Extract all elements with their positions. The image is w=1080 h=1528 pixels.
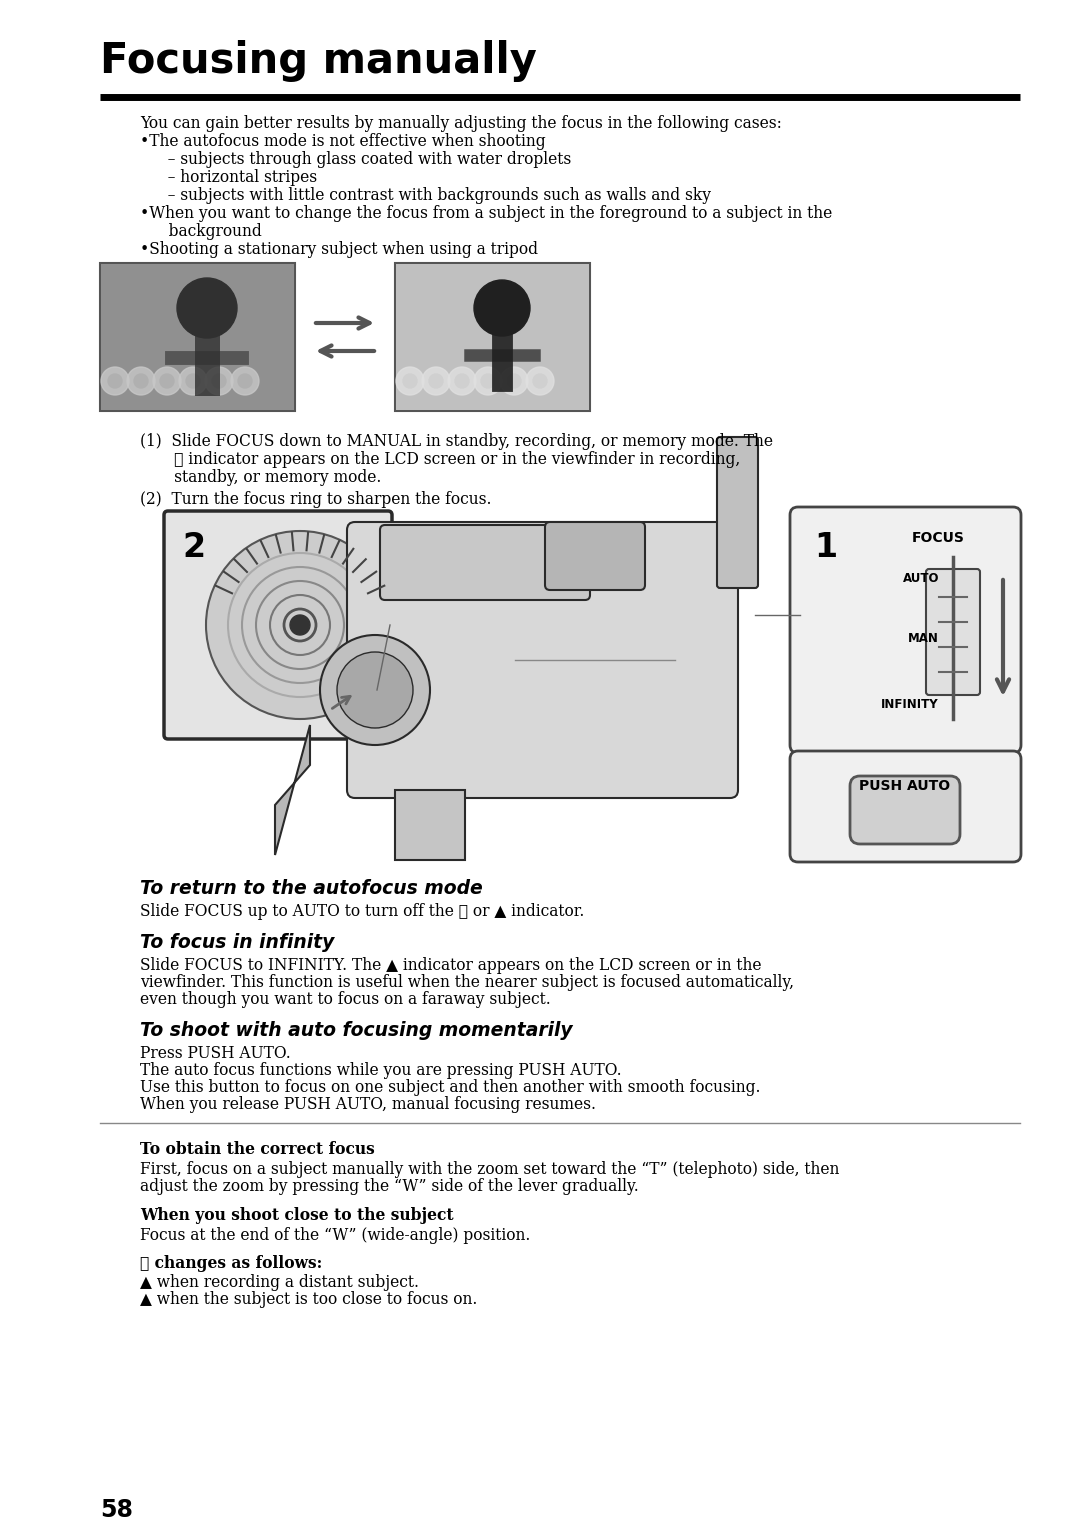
Text: – subjects with little contrast with backgrounds such as walls and sky: – subjects with little contrast with bac…: [158, 186, 711, 205]
Text: ⓕ indicator appears on the LCD screen or in the viewfinder in recording,: ⓕ indicator appears on the LCD screen or…: [140, 451, 740, 468]
Circle shape: [212, 374, 226, 388]
Circle shape: [134, 374, 148, 388]
Text: 58: 58: [100, 1497, 133, 1522]
Circle shape: [500, 367, 528, 396]
Text: background: background: [154, 223, 261, 240]
Text: – horizontal stripes: – horizontal stripes: [158, 170, 318, 186]
Circle shape: [337, 652, 413, 727]
Circle shape: [403, 374, 417, 388]
Circle shape: [238, 374, 252, 388]
FancyBboxPatch shape: [789, 750, 1021, 862]
Text: •The autofocus mode is not effective when shooting: •The autofocus mode is not effective whe…: [140, 133, 545, 150]
Circle shape: [422, 367, 450, 396]
Text: •When you want to change the focus from a subject in the foreground to a subject: •When you want to change the focus from …: [140, 205, 833, 222]
Text: Slide FOCUS to INFINITY. The ▲ indicator appears on the LCD screen or in the: Slide FOCUS to INFINITY. The ▲ indicator…: [140, 957, 761, 973]
Text: To shoot with auto focusing momentarily: To shoot with auto focusing momentarily: [140, 1021, 572, 1041]
Text: INFINITY: INFINITY: [881, 698, 939, 712]
Text: •Shooting a stationary subject when using a tripod: •Shooting a stationary subject when usin…: [140, 241, 538, 258]
Text: PUSH AUTO: PUSH AUTO: [860, 779, 950, 793]
Circle shape: [205, 367, 233, 396]
Circle shape: [396, 367, 424, 396]
Circle shape: [474, 280, 530, 336]
Text: standby, or memory mode.: standby, or memory mode.: [140, 469, 381, 486]
Text: 1: 1: [814, 532, 837, 564]
FancyBboxPatch shape: [545, 523, 645, 590]
FancyBboxPatch shape: [347, 523, 738, 798]
Text: The auto focus functions while you are pressing PUSH AUTO.: The auto focus functions while you are p…: [140, 1062, 622, 1079]
Text: To return to the autofocus mode: To return to the autofocus mode: [140, 879, 483, 898]
Text: ▲ when recording a distant subject.: ▲ when recording a distant subject.: [140, 1274, 419, 1291]
Text: Slide FOCUS up to AUTO to turn off the ⓕ or ▲ indicator.: Slide FOCUS up to AUTO to turn off the ⓕ…: [140, 903, 584, 920]
Circle shape: [448, 367, 476, 396]
Circle shape: [474, 367, 502, 396]
Text: 2: 2: [183, 532, 205, 564]
Bar: [396, 264, 589, 410]
FancyBboxPatch shape: [789, 507, 1021, 753]
Text: Press PUSH AUTO.: Press PUSH AUTO.: [140, 1045, 291, 1062]
Text: When you release PUSH AUTO, manual focusing resumes.: When you release PUSH AUTO, manual focus…: [140, 1096, 596, 1112]
Circle shape: [153, 367, 181, 396]
Circle shape: [526, 367, 554, 396]
FancyBboxPatch shape: [926, 568, 980, 695]
FancyBboxPatch shape: [164, 510, 392, 740]
Circle shape: [179, 367, 207, 396]
FancyBboxPatch shape: [850, 776, 960, 843]
Bar: [102, 264, 294, 410]
Circle shape: [127, 367, 156, 396]
Text: Use this button to focus on one subject and then another with smooth focusing.: Use this button to focus on one subject …: [140, 1079, 760, 1096]
Circle shape: [186, 374, 200, 388]
Text: When you shoot close to the subject: When you shoot close to the subject: [140, 1207, 454, 1224]
Text: To focus in infinity: To focus in infinity: [140, 934, 335, 952]
Circle shape: [177, 278, 237, 338]
Text: even though you want to focus on a faraway subject.: even though you want to focus on a faraw…: [140, 992, 551, 1008]
Circle shape: [231, 367, 259, 396]
Text: (1)  Slide FOCUS down to MANUAL in standby, recording, or memory mode. The: (1) Slide FOCUS down to MANUAL in standb…: [140, 432, 773, 451]
Circle shape: [102, 367, 129, 396]
Circle shape: [320, 636, 430, 746]
Text: You can gain better results by manually adjusting the focus in the following cas: You can gain better results by manually …: [140, 115, 782, 131]
Text: (2)  Turn the focus ring to sharpen the focus.: (2) Turn the focus ring to sharpen the f…: [140, 490, 491, 507]
Text: – subjects through glass coated with water droplets: – subjects through glass coated with wat…: [158, 151, 571, 168]
FancyBboxPatch shape: [380, 526, 590, 601]
Circle shape: [108, 374, 122, 388]
Text: AUTO: AUTO: [903, 573, 939, 585]
Polygon shape: [275, 724, 310, 856]
Circle shape: [429, 374, 443, 388]
FancyBboxPatch shape: [100, 263, 295, 411]
Polygon shape: [395, 790, 465, 860]
Text: viewfinder. This function is useful when the nearer subject is focused automatic: viewfinder. This function is useful when…: [140, 973, 794, 992]
Circle shape: [534, 374, 546, 388]
Text: Focusing manually: Focusing manually: [100, 40, 537, 83]
Circle shape: [206, 532, 394, 720]
Circle shape: [507, 374, 521, 388]
Text: To obtain the correct focus: To obtain the correct focus: [140, 1141, 375, 1158]
Circle shape: [160, 374, 174, 388]
FancyBboxPatch shape: [395, 263, 590, 411]
Text: Focus at the end of the “W” (wide-angle) position.: Focus at the end of the “W” (wide-angle)…: [140, 1227, 530, 1244]
Text: adjust the zoom by pressing the “W” side of the lever gradually.: adjust the zoom by pressing the “W” side…: [140, 1178, 638, 1195]
Text: MAN: MAN: [908, 633, 939, 645]
Text: FOCUS: FOCUS: [912, 532, 964, 545]
Text: First, focus on a subject manually with the zoom set toward the “T” (telephoto) : First, focus on a subject manually with …: [140, 1161, 839, 1178]
FancyBboxPatch shape: [717, 437, 758, 588]
Text: ⓕ changes as follows:: ⓕ changes as follows:: [140, 1254, 322, 1271]
Text: ▲ when the subject is too close to focus on.: ▲ when the subject is too close to focus…: [140, 1291, 477, 1308]
Circle shape: [455, 374, 469, 388]
Circle shape: [481, 374, 495, 388]
Circle shape: [291, 614, 310, 636]
